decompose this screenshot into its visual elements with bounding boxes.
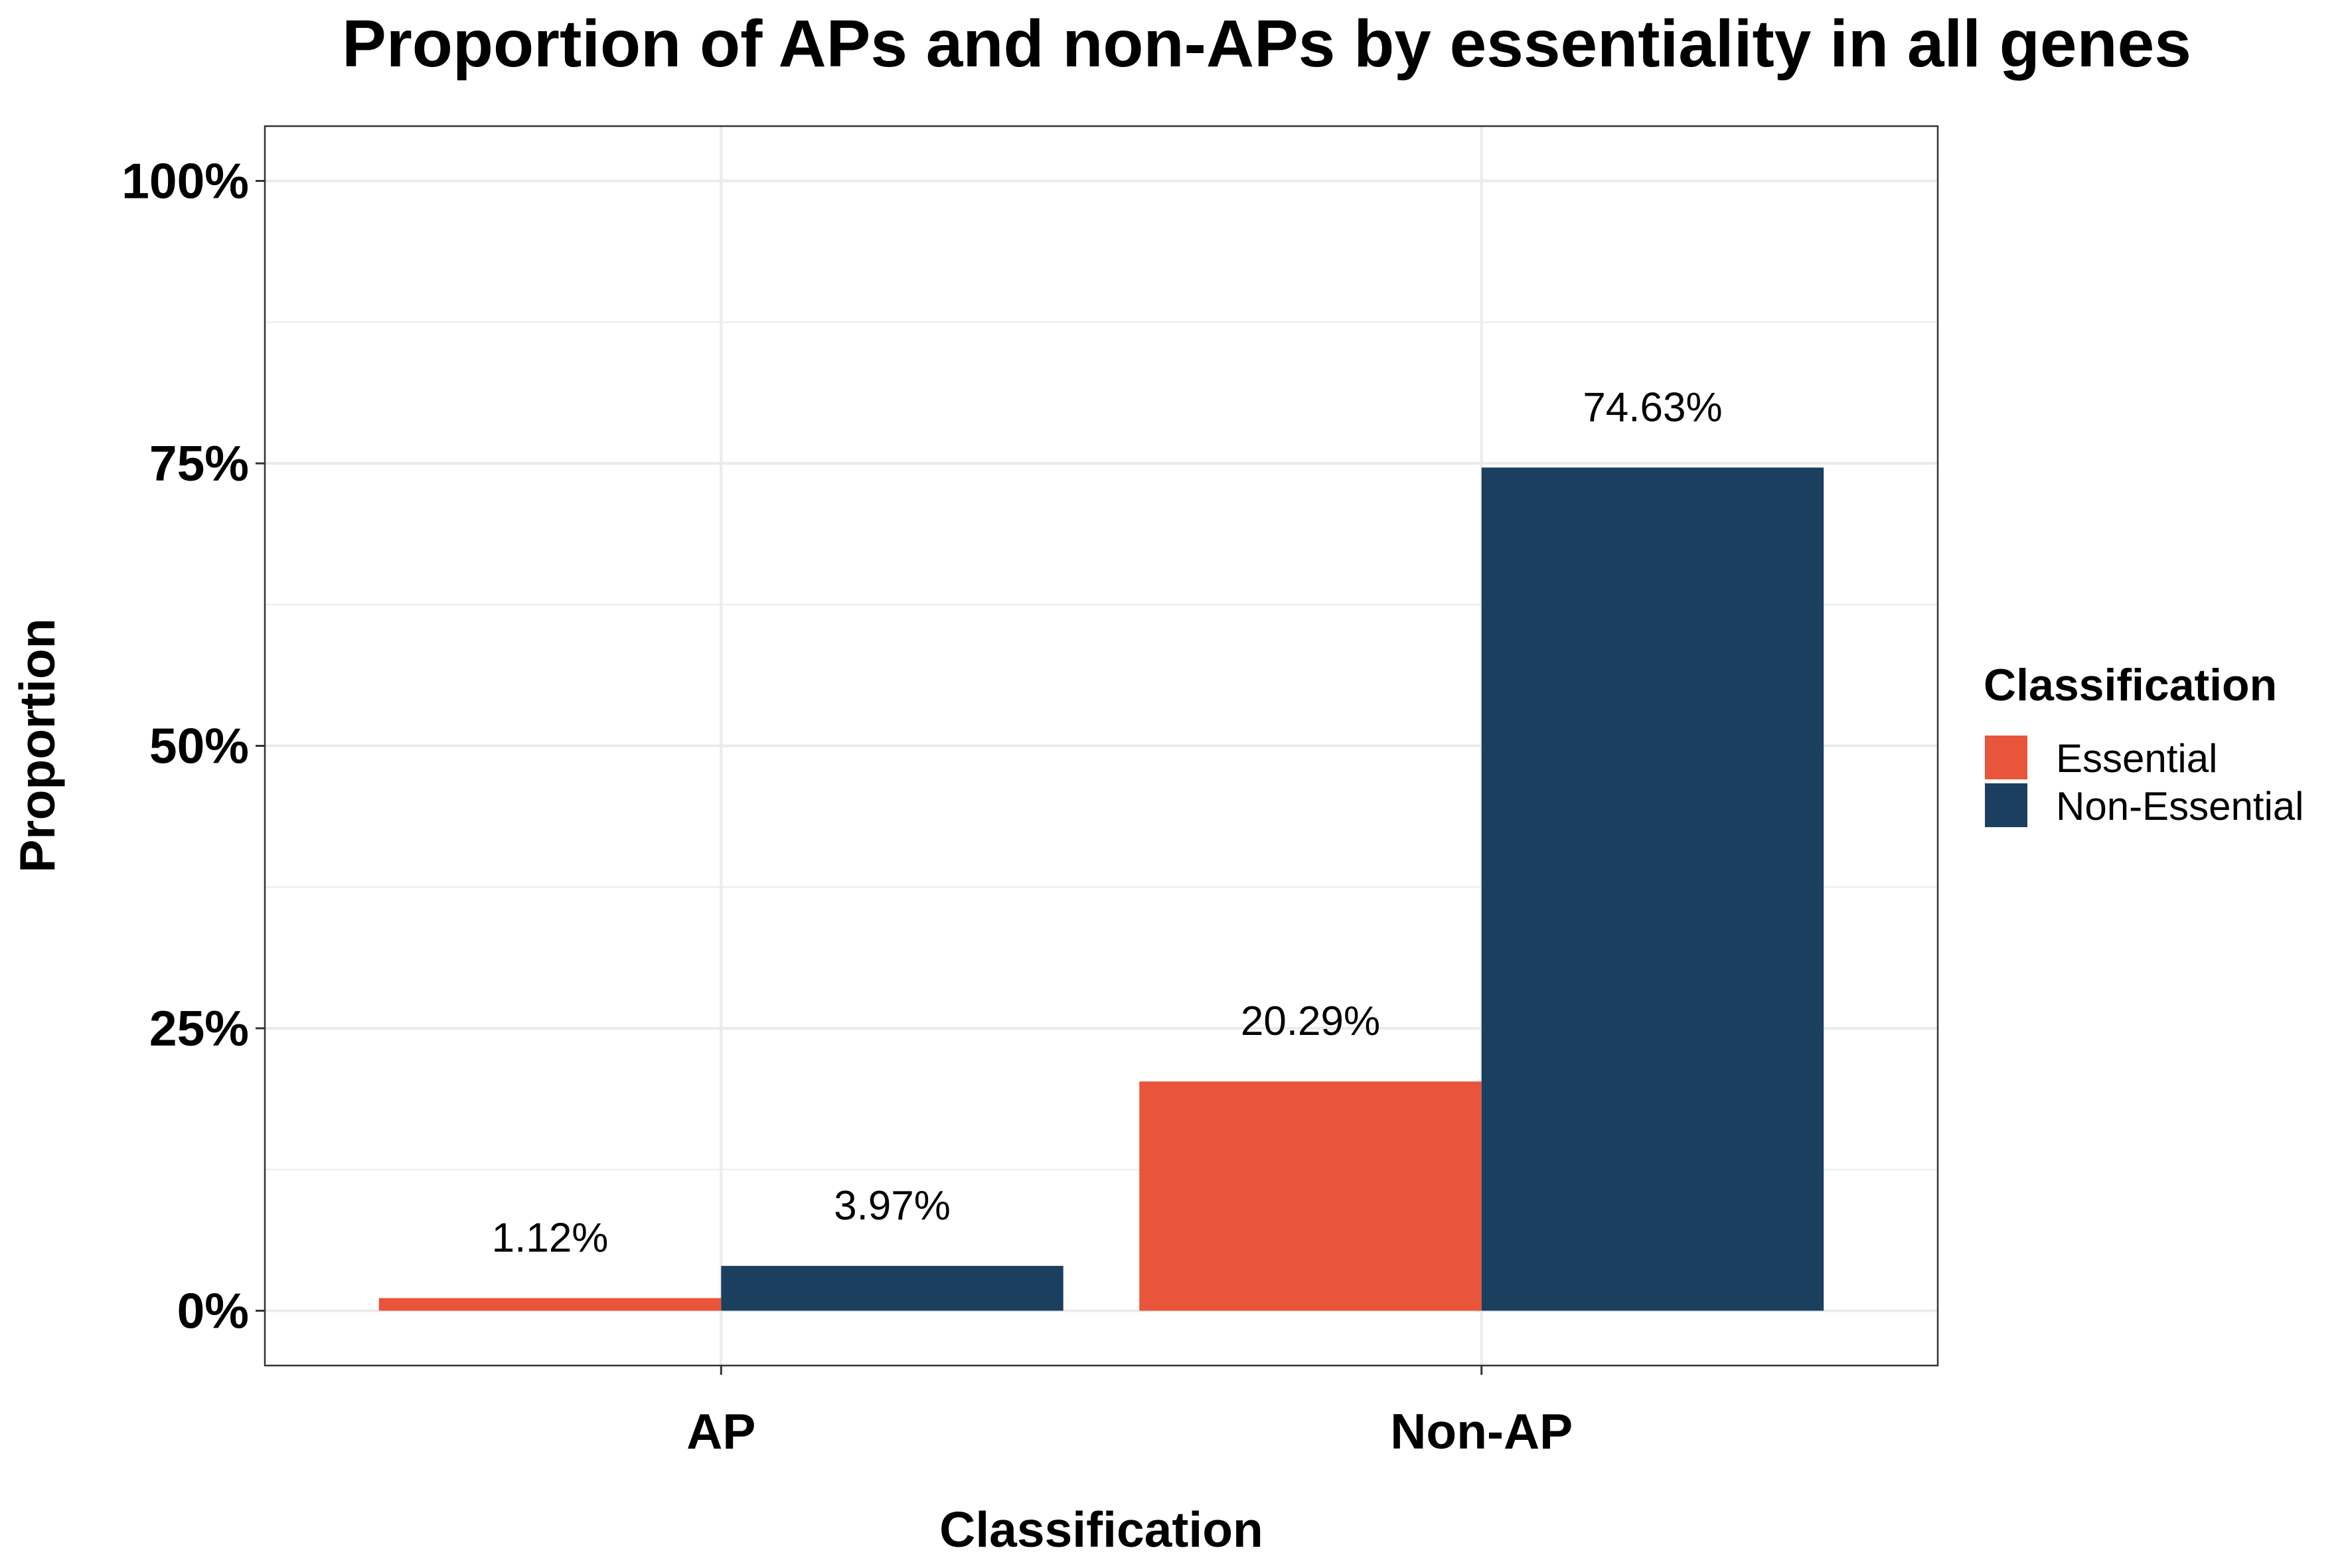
data-label: 3.97% [834,1183,951,1229]
bar [378,1298,722,1311]
y-tick-label: 50% [149,718,249,774]
legend-title: Classification [1984,660,2277,710]
legend-label: Essential [2056,736,2217,781]
chart-title: Proportion of APs and non-APs by essenti… [342,7,2191,81]
bar [1481,467,1824,1311]
y-tick-label: 25% [149,1000,249,1056]
bars [378,467,1824,1311]
x-axis-title: Classification [939,1502,1263,1557]
x-axis: AP Non-AP [686,1366,1573,1459]
data-labels: 1.12% 20.29% 3.97% 74.63% [492,384,1723,1261]
y-axis-title: Proportion [9,618,65,872]
y-tick-label: 75% [149,435,249,491]
y-axis: 0% 25% 50% 75% 100% [121,153,265,1338]
data-label: 20.29% [1241,998,1380,1044]
bar [1139,1081,1482,1311]
x-tick-label: AP [686,1403,755,1459]
data-label: 74.63% [1583,384,1722,430]
bar [721,1265,1063,1311]
y-tick-label: 100% [121,153,249,209]
data-label: 1.12% [492,1215,609,1261]
y-tick-label: 0% [177,1283,249,1338]
legend-label: Non-Essential [2056,784,2304,828]
legend-key [1985,736,2027,779]
legend-key [1985,783,2027,827]
x-tick-label: Non-AP [1390,1403,1573,1459]
